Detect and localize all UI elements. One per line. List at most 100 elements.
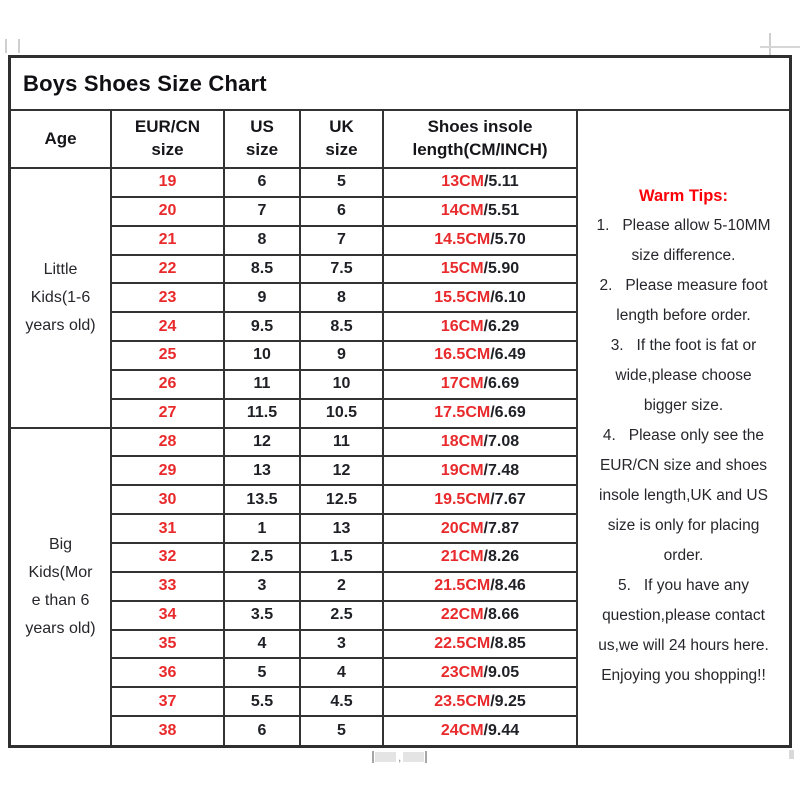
uk-size-cell: 7 bbox=[300, 225, 384, 256]
insole-inch-value: /8.85 bbox=[490, 634, 526, 652]
table-row: 38 6 5 24CM/9.44 bbox=[11, 716, 578, 745]
size-table-body: Little Kids(1-6 years old) 19 6 5 13CM/5.11 2… bbox=[11, 168, 578, 745]
insole-inch-value: /5.11 bbox=[483, 173, 519, 191]
uk-size-cell: 10.5 bbox=[300, 398, 384, 429]
insole-cm-value: 19.5CM bbox=[434, 490, 491, 508]
uk-size-cell: 5 bbox=[300, 716, 384, 745]
insole-cm-value: 14.5CM bbox=[434, 231, 491, 249]
table-row: 33 3 2 21.5CM/8.46 bbox=[11, 571, 578, 602]
us-size-cell: 3 bbox=[224, 571, 301, 602]
chart-title: Boys Shoes Size Chart bbox=[11, 58, 789, 111]
artifact-tick bbox=[372, 751, 374, 763]
uk-size-cell: 13 bbox=[300, 514, 384, 544]
insole-cm-value: 22CM bbox=[440, 606, 484, 624]
eur-cn-size-cell: 26 bbox=[111, 369, 225, 400]
insole-cm-value: 15.5CM bbox=[434, 288, 491, 306]
crop-artifact-bottom-right bbox=[789, 750, 794, 759]
eur-cn-size-cell: 36 bbox=[111, 658, 225, 689]
warm-tips-items: 1. Please allow 5-10MM size difference. 2… bbox=[596, 211, 770, 691]
warm-tip-item: 2. Please measure foot length before ord… bbox=[599, 277, 768, 324]
eur-cn-size-cell: 23 bbox=[111, 283, 225, 314]
insole-inch-value: /6.69 bbox=[483, 375, 520, 393]
table-row: 21 8 7 14.5CM/5.70 bbox=[11, 225, 578, 256]
insole-length-cell: 16CM/6.29 bbox=[383, 312, 578, 343]
insole-length-cell: 23CM/9.05 bbox=[383, 658, 578, 689]
table-row: 25 10 9 16.5CM/6.49 bbox=[11, 341, 578, 371]
insole-length-cell: 15CM/5.90 bbox=[383, 254, 578, 285]
artifact-rect bbox=[403, 752, 425, 762]
warm-tips-heading: Warm Tips: bbox=[639, 187, 728, 205]
insole-inch-value: /8.26 bbox=[483, 548, 520, 566]
insole-inch-value: /9.25 bbox=[490, 692, 526, 710]
age-group-cell: Little Kids(1-6 years old) bbox=[11, 168, 112, 429]
warm-tip-item: 4. Please only see the EUR/CN size and s… bbox=[599, 427, 768, 564]
uk-size-cell: 8 bbox=[300, 283, 384, 314]
table-row: 37 5.5 4.5 23.5CM/9.25 bbox=[11, 687, 578, 718]
insole-length-cell: 19CM/7.48 bbox=[383, 456, 578, 487]
uk-size-cell: 1.5 bbox=[300, 542, 384, 573]
header-insole-length: Shoes insole length(CM/INCH) bbox=[383, 111, 578, 169]
warm-tips-panel: Warm Tips: 1. Please allow 5-10MM size d… bbox=[578, 111, 789, 745]
us-size-cell: 10 bbox=[224, 341, 301, 371]
us-size-cell: 13.5 bbox=[224, 485, 301, 516]
insole-length-cell: 24CM/9.44 bbox=[383, 716, 578, 745]
insole-inch-value: /8.66 bbox=[483, 606, 520, 624]
insole-cm-value: 20CM bbox=[440, 519, 484, 537]
insole-cm-value: 13CM bbox=[441, 173, 484, 191]
eur-cn-size-cell: 20 bbox=[111, 196, 225, 227]
table-row: 36 5 4 23CM/9.05 bbox=[11, 658, 578, 689]
eur-cn-size-cell: 32 bbox=[111, 542, 225, 573]
insole-length-cell: 20CM/7.87 bbox=[383, 514, 578, 544]
insole-cm-value: 16.5CM bbox=[434, 346, 491, 364]
table-body-area: Age EUR/CN size US size UK size Shoes in… bbox=[11, 111, 789, 745]
header-eur-cn-size: EUR/CN size bbox=[111, 111, 225, 169]
header-row: Age EUR/CN size US size UK size Shoes in… bbox=[11, 111, 578, 169]
artifact-tick bbox=[425, 751, 428, 763]
us-size-cell: 8 bbox=[224, 225, 301, 256]
insole-length-cell: 17CM/6.69 bbox=[383, 369, 578, 400]
uk-size-cell: 12 bbox=[300, 456, 384, 487]
uk-size-cell: 11 bbox=[300, 427, 384, 458]
insole-length-cell: 22.5CM/8.85 bbox=[383, 629, 578, 660]
uk-size-cell: 9 bbox=[300, 341, 384, 371]
eur-cn-size-cell: 28 bbox=[111, 427, 225, 458]
uk-size-cell: 10 bbox=[300, 369, 384, 400]
us-size-cell: 11 bbox=[224, 369, 301, 400]
eur-cn-size-cell: 37 bbox=[111, 687, 225, 718]
us-size-cell: 11.5 bbox=[224, 398, 301, 429]
insole-cm-value: 21.5CM bbox=[434, 577, 491, 595]
insole-inch-value: /5.51 bbox=[483, 202, 520, 220]
size-chart-table-box: Boys Shoes Size Chart Age EUR/CN size US… bbox=[8, 55, 792, 748]
crop-artifact-top-right-horizontal bbox=[760, 46, 800, 48]
uk-size-cell: 12.5 bbox=[300, 485, 384, 516]
insole-length-cell: 19.5CM/7.67 bbox=[383, 485, 578, 516]
eur-cn-size-cell: 22 bbox=[111, 254, 225, 285]
us-size-cell: 12 bbox=[224, 427, 301, 458]
insole-inch-value: /9.05 bbox=[483, 663, 520, 681]
uk-size-cell: 8.5 bbox=[300, 312, 384, 343]
insole-inch-value: /9.44 bbox=[483, 722, 520, 740]
insole-length-cell: 14CM/5.51 bbox=[383, 196, 578, 227]
insole-inch-value: /5.70 bbox=[490, 231, 526, 249]
warm-tip-item: 3. If the foot is fat or wide,please cho… bbox=[610, 337, 757, 414]
insole-inch-value: /5.90 bbox=[483, 259, 520, 277]
insole-length-cell: 22CM/8.66 bbox=[383, 600, 578, 631]
artifact-comma: , bbox=[398, 750, 402, 764]
us-size-cell: 9 bbox=[224, 283, 301, 314]
insole-inch-value: /6.49 bbox=[490, 346, 526, 364]
us-size-cell: 5.5 bbox=[224, 687, 301, 718]
table-row: 30 13.5 12.5 19.5CM/7.67 bbox=[11, 485, 578, 516]
insole-inch-value: /6.69 bbox=[490, 404, 526, 422]
us-size-cell: 3.5 bbox=[224, 600, 301, 631]
insole-cm-value: 21CM bbox=[440, 548, 484, 566]
crop-artifact-top-left-1 bbox=[5, 39, 7, 53]
insole-cm-value: 23CM bbox=[440, 663, 484, 681]
insole-inch-value: /7.48 bbox=[483, 461, 520, 479]
uk-size-cell: 6 bbox=[300, 196, 384, 227]
table-row: 35 4 3 22.5CM/8.85 bbox=[11, 629, 578, 660]
eur-cn-size-cell: 38 bbox=[111, 716, 225, 745]
eur-cn-size-cell: 33 bbox=[111, 571, 225, 602]
eur-cn-size-cell: 31 bbox=[111, 514, 225, 544]
us-size-cell: 9.5 bbox=[224, 312, 301, 343]
uk-size-cell: 4.5 bbox=[300, 687, 384, 718]
